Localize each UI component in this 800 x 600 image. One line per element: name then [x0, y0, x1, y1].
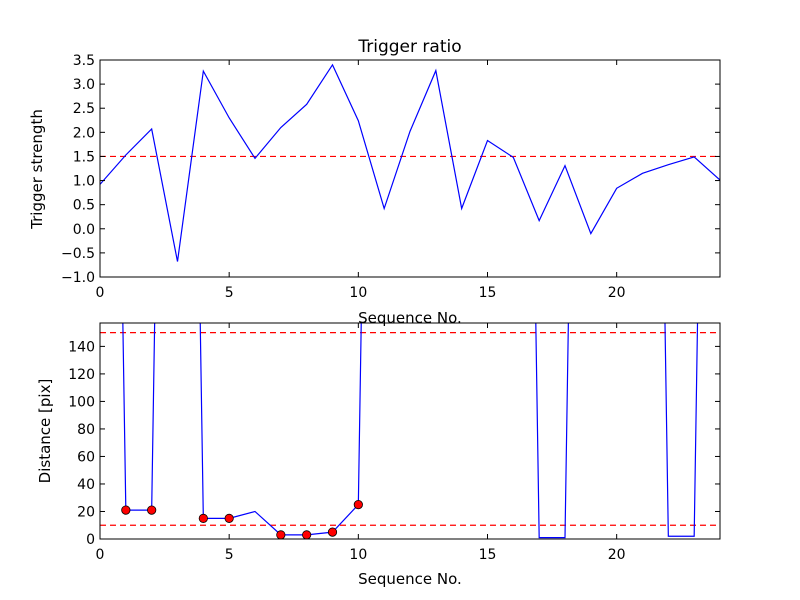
data-point	[121, 505, 131, 515]
y-tick-label: −1.0	[61, 270, 95, 286]
trigger-ratio-chart: Trigger ratio 0 5 10 15 20 −1.0 −0.5 0.0 0.5 1.0 1…	[28, 37, 721, 327]
data-point	[198, 513, 208, 523]
data-point	[353, 500, 363, 510]
data-point	[224, 513, 234, 523]
y-axis-label: Distance [pix]	[36, 379, 54, 484]
y-tick-label: 100	[68, 394, 95, 410]
y-tick-label: 40	[77, 477, 95, 493]
y-tick-label: 3.5	[73, 53, 95, 69]
x-tick-label: 20	[608, 547, 626, 563]
series-line	[100, 63, 720, 262]
x-tick-label: 10	[349, 285, 367, 301]
x-tick-label: 15	[479, 547, 497, 563]
x-axis-label: Sequence No.	[358, 570, 462, 588]
x-axis-label: Sequence No.	[358, 309, 462, 327]
plot-area	[100, 323, 720, 539]
y-tick-label: 3.0	[73, 77, 95, 93]
y-tick-label: 140	[68, 339, 95, 355]
x-tick-label: 5	[225, 547, 234, 563]
plot-frame	[99, 59, 721, 278]
data-point	[327, 527, 338, 537]
y-tick-label: 2.0	[73, 125, 95, 141]
y-tick-label: 1.5	[73, 149, 95, 165]
x-tick-label: 0	[96, 547, 105, 563]
y-tick-label: 1.0	[73, 174, 95, 190]
x-tick-label: 10	[349, 547, 367, 563]
y-tick-label: 20	[77, 504, 95, 520]
y-tick-label: 120	[68, 367, 95, 383]
y-tick-label: 0.0	[73, 222, 95, 238]
x-tick-label: 0	[96, 285, 105, 301]
y-tick-label: 2.5	[73, 101, 95, 117]
y-tick-label: 0	[86, 532, 95, 548]
plot-area	[100, 63, 720, 262]
x-tick-label: 15	[479, 285, 497, 301]
y-axis-label: Trigger strength	[28, 109, 46, 230]
y-tick-label: 80	[77, 422, 95, 438]
data-point	[276, 530, 286, 539]
data-point	[302, 530, 312, 539]
y-tick-label: 60	[77, 449, 95, 465]
data-point	[147, 505, 157, 515]
axis-ticks: 0 5 10 15 20 −1.0 −0.5 0.0 0.5 1.0 1.5 2.0 2.5 3.0 3.5	[61, 53, 720, 301]
x-tick-label: 5	[225, 285, 234, 301]
axis-ticks: 0 5 10 15 20 0 20 40 60 80 100 120 140	[68, 323, 720, 563]
y-tick-label: −0.5	[61, 246, 95, 262]
chart-title: Trigger ratio	[357, 37, 461, 57]
y-tick-label: 0.5	[73, 198, 95, 214]
x-tick-label: 20	[608, 285, 626, 301]
plot-frame	[99, 322, 721, 540]
